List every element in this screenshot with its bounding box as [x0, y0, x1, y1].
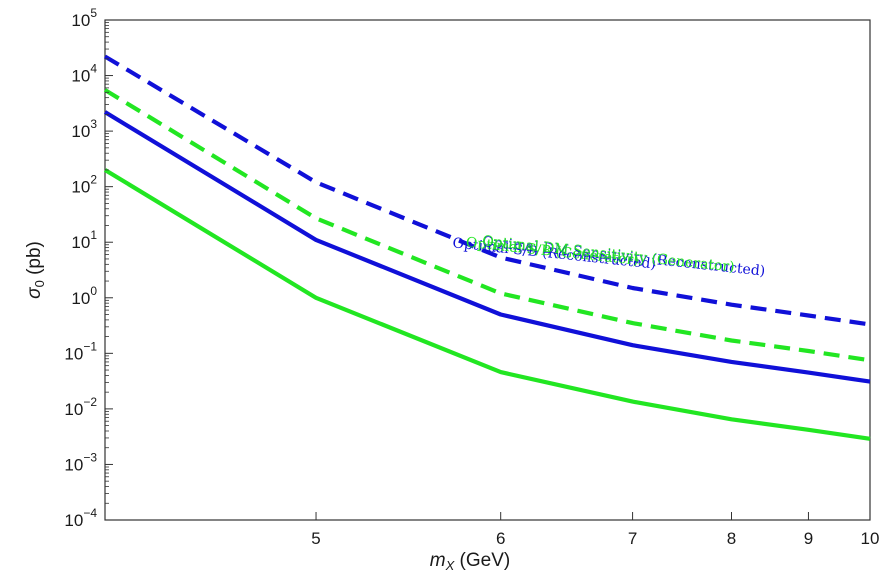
- y-tick-label: 100: [71, 284, 97, 308]
- curves: [103, 54, 871, 441]
- x-tick-label: 6: [496, 529, 505, 548]
- y-tick-label: 103: [71, 117, 97, 141]
- x-tick-label: 8: [727, 529, 736, 548]
- y-tick-label: 105: [71, 6, 97, 30]
- x-tick-label: 5: [311, 529, 320, 548]
- series-line-4: [103, 168, 871, 441]
- y-tick-label: 10−1: [64, 339, 97, 363]
- y-tick-label: 10−3: [64, 450, 97, 474]
- x-axis-title: mX (GeV): [430, 550, 510, 573]
- plot-frame: [104, 19, 871, 521]
- series-line-3: [103, 110, 871, 384]
- curve-labels: Optimal S/B (Reconstructed)Optimal S/B (…: [452, 233, 766, 280]
- y-axis-ticks: 10−4 10−3 10−2 10−1 100 101 102 103 104 105: [64, 6, 113, 530]
- y-tick-label: 101: [71, 228, 97, 252]
- y-tick-label: 10−2: [64, 395, 97, 419]
- y-tick-label: 104: [71, 62, 97, 86]
- series-line-2: [103, 88, 871, 363]
- series-line-1: [103, 54, 871, 327]
- x-axis-ticks: 5 6 7 8 9 10: [311, 512, 879, 548]
- x-tick-label: 10: [861, 529, 880, 548]
- x-tick-label: 9: [804, 529, 813, 548]
- x-tick-label: 7: [628, 529, 637, 548]
- y-axis-title: σ0 (pb): [24, 241, 47, 299]
- y-tick-label: 102: [71, 173, 97, 197]
- y-tick-label: 10−4: [64, 506, 97, 530]
